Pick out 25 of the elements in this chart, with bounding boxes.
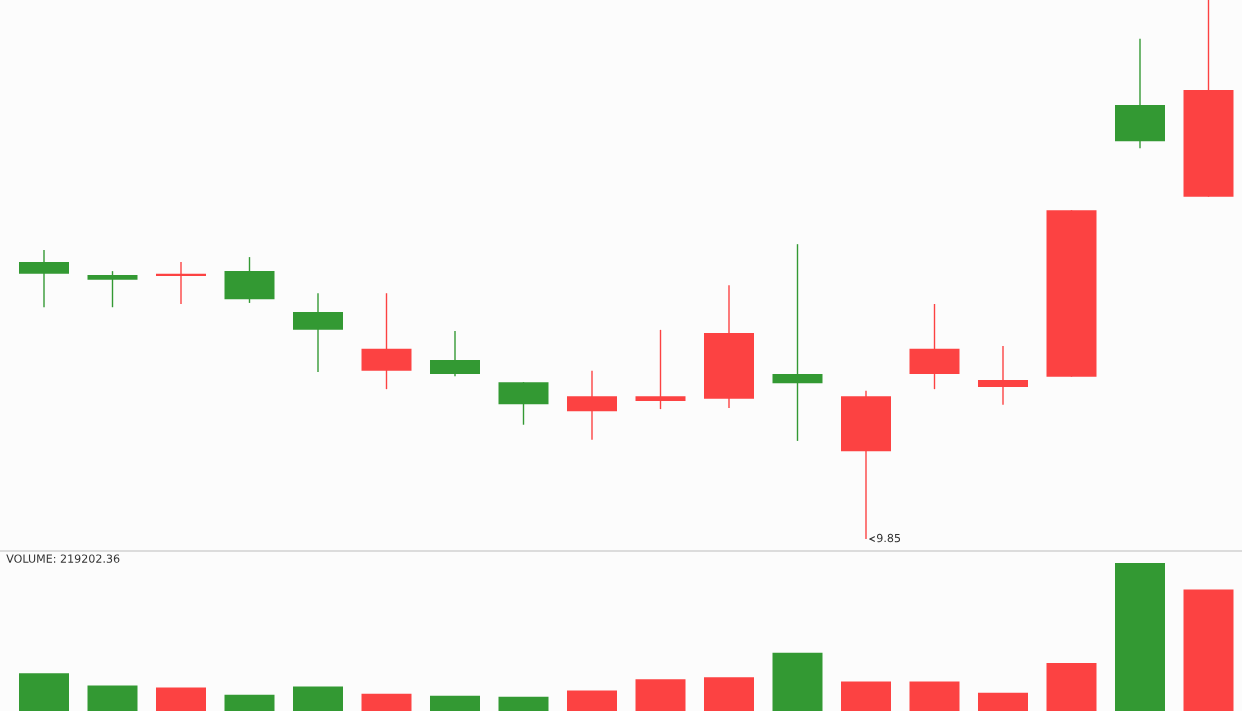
bar bbox=[567, 690, 617, 711]
bar bbox=[361, 693, 412, 711]
text: VOLUME: 219202.36 bbox=[6, 554, 120, 563]
candlestick bbox=[635, 329, 686, 410]
bar bbox=[635, 679, 686, 711]
bar bbox=[430, 695, 480, 711]
bar bbox=[841, 681, 891, 711]
bar bbox=[293, 686, 343, 711]
bar bbox=[1115, 563, 1165, 711]
bar bbox=[1046, 663, 1097, 711]
candlestick bbox=[87, 270, 138, 308]
annotation: 9.85 bbox=[876, 533, 901, 543]
bar bbox=[704, 677, 754, 711]
bar bbox=[772, 652, 823, 711]
bar bbox=[978, 692, 1028, 711]
candlestick bbox=[772, 243, 823, 442]
candlestick bbox=[978, 345, 1028, 406]
bar bbox=[156, 687, 206, 711]
bar bbox=[224, 694, 275, 711]
candlestick bbox=[156, 261, 206, 305]
bar bbox=[1183, 589, 1234, 711]
bar bbox=[19, 673, 69, 711]
bar bbox=[909, 681, 960, 711]
bar bbox=[87, 685, 138, 711]
bar bbox=[498, 696, 549, 711]
